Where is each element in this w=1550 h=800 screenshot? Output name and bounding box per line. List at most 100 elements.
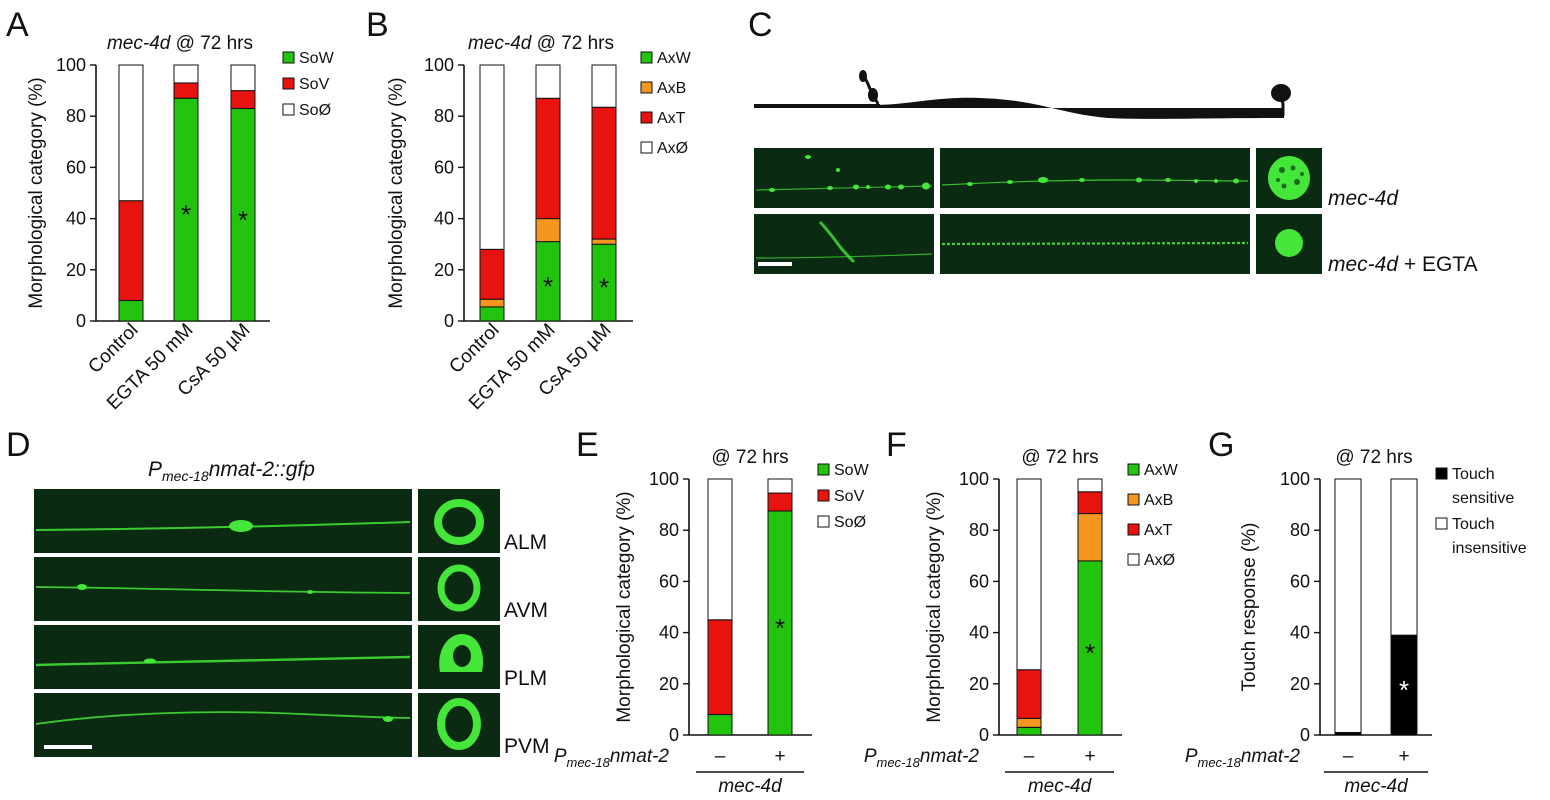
neuron-label-plm: PLM [504, 667, 547, 690]
bar-segment [591, 243, 617, 322]
axon-signal [35, 655, 411, 667]
micrograph-label-mec4d-egta: mec-4d + EGTA [1328, 253, 1478, 276]
chart-title-italic: mec-4d [468, 33, 533, 54]
title-main: P [148, 458, 162, 481]
axon-beads [769, 155, 930, 192]
legend-swatch [282, 77, 295, 90]
legend-label: AxW [657, 50, 692, 67]
bar-segment [118, 200, 144, 302]
x-category-label: – [715, 746, 726, 767]
axon-bead [229, 520, 253, 532]
legend-swatch [1127, 463, 1140, 476]
y-tick-label: 40 [66, 209, 86, 229]
micrograph-row-avm [34, 557, 500, 621]
y-tick-label: 60 [969, 571, 989, 591]
chart-title: @ 72 hrs [711, 447, 788, 468]
bar-segment [1077, 560, 1103, 736]
panel-letter-e: E [576, 426, 599, 464]
panel-d-title: Pmec-18nmat-2::gfp [148, 458, 315, 484]
axon-image [34, 625, 412, 689]
y-tick-label: 20 [1290, 674, 1310, 694]
panel-letter-d: D [6, 426, 31, 464]
legend-label: AxB [1144, 492, 1173, 509]
label-rest: + EGTA [1398, 253, 1478, 276]
axon-bead [307, 590, 313, 594]
y-tick-label: 20 [969, 674, 989, 694]
y-tick-label: 20 [434, 260, 454, 280]
chart-g: @ 72 hrs Touch response (%) 0 20 40 60 80 100 * P… [1185, 447, 1527, 797]
axon-signal [35, 521, 411, 531]
axon-image [34, 557, 412, 621]
bar-segment [1077, 491, 1103, 515]
row-label-main: P [1185, 746, 1198, 767]
legend-swatch [1127, 523, 1140, 536]
micrograph-row-mec4d-egta [754, 214, 1322, 274]
bar-segment [1077, 513, 1103, 562]
chart-e: @ 72 hrs Morphological category (%) 0 20 40 6… [554, 447, 870, 797]
bar-segment [535, 241, 561, 322]
y-tick-label: 0 [444, 311, 454, 331]
axon-beads [967, 177, 1239, 186]
significance-star: * [543, 271, 553, 301]
legend-line: Touch [1452, 466, 1495, 483]
micrograph-middle [940, 148, 1250, 208]
bar-segment [591, 238, 617, 245]
y-tick-label: 80 [659, 520, 679, 540]
axon-bead [383, 716, 393, 722]
x-category-label: – [1024, 746, 1035, 767]
legend-label: SoØ [299, 102, 331, 119]
bar-segment [173, 82, 199, 99]
y-tick-label: 100 [649, 469, 679, 489]
y-tick-label: 0 [76, 311, 86, 331]
legend-line: sensitive [1452, 490, 1514, 507]
row-label-sub: mec-18 [877, 755, 921, 770]
row-label: Pmec-18nmat-2 [864, 746, 980, 770]
bar-segment [118, 300, 144, 322]
axon-shape [754, 97, 1284, 119]
chart-title: mec-4d @ 72 hrs [107, 33, 253, 54]
legend-swatch [640, 51, 653, 64]
significance-star: * [238, 205, 248, 235]
legend-swatch [640, 111, 653, 124]
axon-image [34, 489, 412, 553]
y-tick-label: 80 [1290, 520, 1310, 540]
legend-label: SoV [834, 488, 865, 505]
title-sub: mec-18 [162, 468, 209, 484]
soma-ring [437, 698, 481, 750]
y-tick-label: 60 [434, 157, 454, 177]
bar-segment [707, 619, 733, 716]
bar-segment [1016, 669, 1042, 719]
row-label-rest: nmat-2 [610, 746, 670, 767]
y-tick-label: 0 [1300, 725, 1310, 745]
significance-star: * [1085, 638, 1095, 668]
bar-segment [173, 97, 199, 322]
y-tick-label: 80 [969, 520, 989, 540]
bar-segment [479, 248, 505, 300]
legend-label: SoW [299, 50, 335, 67]
legend-label: Touch sensitive [1452, 466, 1514, 507]
legend-swatch [640, 141, 653, 154]
bar-segment [1016, 726, 1042, 736]
soma-nucleus [453, 645, 471, 667]
bar-segment [591, 64, 617, 108]
soma-shape [1271, 84, 1291, 102]
micrograph-left [754, 148, 934, 208]
group-label: mec-4d [718, 776, 783, 797]
y-tick-label: 100 [56, 55, 86, 75]
y-axis-label: Morphological category (%) [26, 77, 47, 308]
micrograph-row-alm [34, 489, 500, 553]
x-category-label: + [1398, 746, 1409, 767]
panel-letter-g: G [1208, 426, 1234, 464]
legend-swatch [282, 103, 295, 116]
axon-signal [35, 711, 411, 725]
row-label: Pmec-18nmat-2 [554, 746, 670, 770]
y-tick-label: 40 [434, 209, 454, 229]
chart-title: @ 72 hrs [1021, 447, 1098, 468]
bar-segment [230, 108, 256, 322]
bar-segment [707, 478, 733, 621]
soma-signal [1268, 156, 1310, 200]
bar-segment [230, 90, 256, 110]
chart-f: @ 72 hrs Morphological category (%) 0 20 40 6… [864, 447, 1179, 797]
row-label-rest: nmat-2 [1241, 746, 1301, 767]
bar-segment [479, 306, 505, 322]
